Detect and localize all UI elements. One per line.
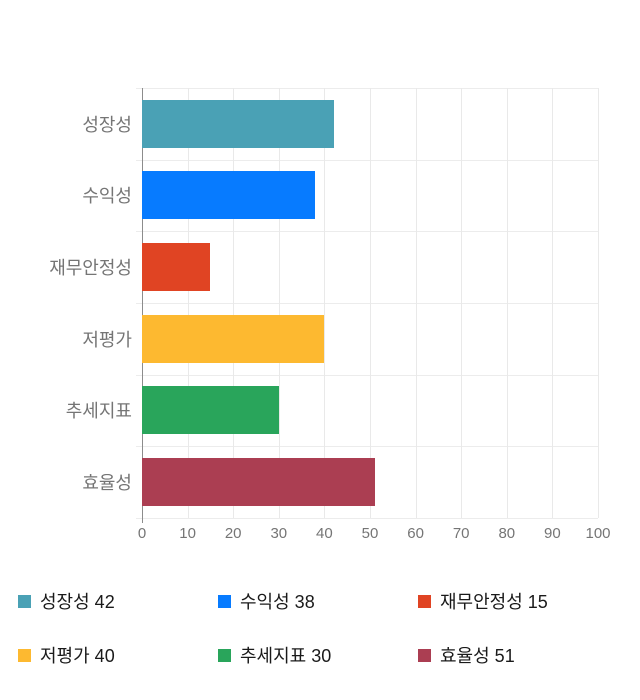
x-tick-label: 40 [316, 525, 333, 542]
legend-swatch [18, 594, 31, 608]
x-tick-label: 50 [361, 525, 379, 542]
gridline-vertical [415, 88, 417, 518]
gridline-horizontal [136, 518, 598, 519]
legend: 성장성 42 수익성 38 재무안정성 15 저평가 40 추세지표 30 효율성 51 [18, 588, 622, 668]
x-tick-label: 60 [407, 525, 424, 542]
legend-item[interactable]: 저평가 40 [18, 642, 218, 668]
gridline-horizontal [136, 231, 598, 233]
category-label: 성장성 [82, 114, 132, 135]
bar-row [142, 231, 598, 303]
gridline-horizontal [136, 159, 598, 161]
gridline-vertical [233, 88, 235, 518]
x-tick-label: 90 [544, 525, 561, 542]
legend-swatch [418, 648, 431, 662]
x-tick-label: 30 [270, 525, 288, 542]
gridline-vertical [370, 88, 371, 518]
legend-item[interactable]: 추세지표 30 [218, 642, 418, 668]
gridline-vertical [506, 88, 508, 518]
legend-swatch [218, 648, 231, 662]
bar[interactable] [142, 386, 279, 435]
legend-label: 성장성 42 [40, 592, 115, 612]
gridline-vertical [552, 88, 554, 518]
gridline-vertical [461, 88, 463, 518]
legend-swatch [418, 594, 431, 608]
bar[interactable] [142, 171, 316, 220]
x-tick-label: 0 [137, 525, 147, 542]
bar[interactable] [142, 458, 375, 507]
gridline-horizontal [136, 303, 598, 304]
x-tick-label: 70 [452, 525, 470, 542]
legend-item[interactable]: 수익성 38 [218, 588, 418, 614]
x-tick-label: 10 [179, 525, 196, 542]
gridline-horizontal [136, 374, 598, 376]
legend-swatch [218, 594, 231, 608]
gridline-vertical [187, 88, 189, 518]
gridline-vertical [324, 88, 326, 518]
bar-row [142, 160, 598, 232]
bar-row [142, 88, 598, 160]
gridline-vertical [278, 88, 280, 518]
legend-label: 재무안정성 15 [440, 592, 548, 612]
y-axis-line [142, 88, 143, 523]
x-axis: 0 10 20 30 40 50 60 70 80 90 100 [138, 518, 611, 548]
bar[interactable] [142, 99, 334, 148]
legend-item[interactable]: 효율성 51 [418, 642, 618, 668]
bar-row [142, 303, 598, 375]
bar[interactable] [142, 314, 325, 363]
bar-row [142, 446, 598, 518]
legend-label: 추세지표 30 [240, 646, 332, 666]
legend-swatch [18, 648, 31, 662]
category-label: 효율성 [82, 473, 132, 494]
x-tick-label: 80 [498, 525, 516, 542]
gridline-horizontal [136, 446, 598, 448]
legend-label: 수익성 38 [240, 592, 315, 612]
legend-label: 효율성 51 [440, 646, 515, 666]
legend-item[interactable]: 성장성 42 [18, 588, 218, 614]
gridline-vertical [598, 88, 599, 518]
category-label: 수익성 [82, 186, 132, 207]
bar[interactable] [142, 243, 211, 292]
x-tick-label: 100 [585, 525, 611, 542]
category-label: 추세지표 [65, 401, 132, 422]
plot-area [136, 88, 599, 523]
x-tick-label: 20 [224, 525, 242, 542]
category-label: 재무안정성 [49, 258, 132, 279]
legend-item[interactable]: 재무안정성 15 [418, 588, 618, 614]
legend-label: 저평가 40 [40, 646, 115, 666]
category-label: 저평가 [82, 329, 132, 350]
gridline-horizontal [136, 88, 598, 89]
bar-row [142, 375, 598, 447]
